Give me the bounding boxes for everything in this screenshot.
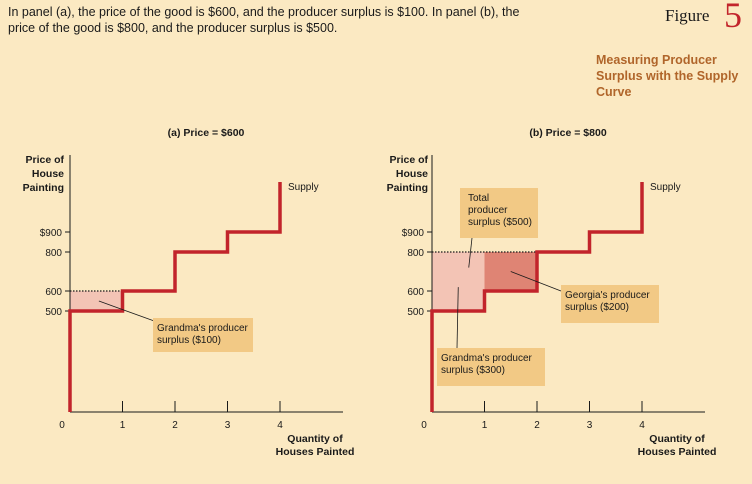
panel-b-supply-curve <box>430 182 644 412</box>
panel-a-y-tick-label: 500 <box>45 307 62 318</box>
panel-b-annotation-text: surplus ($200) <box>565 302 629 313</box>
panel-a-x-axis-label: Houses Painted <box>276 446 355 458</box>
panel-a-surplus-region-0 <box>70 291 123 311</box>
figure-title: Measuring Producer Surplus with the Supp… <box>596 53 739 99</box>
panel-b-annotation-text: Georgia's producer <box>565 290 650 301</box>
panel-b-x-tick-label: 4 <box>639 420 645 431</box>
panel-b-y-tick-label: 800 <box>407 248 424 259</box>
panel-b-title: (b) Price = $800 <box>529 127 606 139</box>
panel-b-annotation-text: producer <box>468 205 508 216</box>
panel-b-x-tick-label: 1 <box>482 420 488 431</box>
panel-a-y-tick-label: 800 <box>45 248 62 259</box>
panel-a-x-tick-label: 3 <box>225 420 231 431</box>
panel-a-annotation-leader-0 <box>98 300 158 323</box>
panel-a-y-axis-label: Painting <box>23 182 64 194</box>
panel-a-x-axis-label: Quantity of <box>287 433 343 445</box>
panel-a-y-axis-label: Price of <box>25 154 64 166</box>
panel-b-annotation-box-0 <box>460 188 538 238</box>
panel-b-y-axis-label: Painting <box>387 182 428 194</box>
panel-b-y-axis-label: House <box>396 168 428 180</box>
panel-a-title: (a) Price = $600 <box>168 127 245 139</box>
panel-a-supply-label: Supply <box>288 182 319 193</box>
panel-b-annotation-text: surplus ($500) <box>468 217 532 228</box>
panel-a-annotation-text: surplus ($100) <box>157 335 221 346</box>
panel-b-annotation-text: Grandma's producer <box>441 353 533 364</box>
panel-b-annotation-leader-1 <box>510 271 562 292</box>
panel-a-x-tick-label: 2 <box>172 420 178 431</box>
panel-b-supply-label: Supply <box>650 182 681 193</box>
panel-a-x-tick-label: 0 <box>59 420 65 431</box>
figure-caption: In panel (a), the price of the good is $… <box>8 5 520 35</box>
panel-a-x-tick-label: 4 <box>277 420 283 431</box>
panel-a-y-tick-label: 600 <box>45 287 62 298</box>
panel-b-y-tick-label: 500 <box>407 307 424 318</box>
panel-b-y-tick-label: 600 <box>407 287 424 298</box>
panel-a-annotation-box-0 <box>153 318 253 352</box>
figure-label: Figure <box>665 6 710 25</box>
panel-b-annotation-leader-2 <box>456 287 459 349</box>
panel-b-y-tick-label: $900 <box>402 228 425 239</box>
panel-b-annotation-box-1 <box>561 285 659 323</box>
panel-a-y-tick-label: $900 <box>40 228 63 239</box>
panel-b-y-axis-label: Price of <box>389 154 428 166</box>
panel-b-annotation-box-2 <box>437 348 545 386</box>
panel-a-annotation-text: Grandma's producer <box>157 323 249 334</box>
panel-b-x-tick-label: 0 <box>421 420 427 431</box>
panel-a-supply-curve <box>68 182 282 412</box>
panel-b-x-axis-label: Quantity of <box>649 433 705 445</box>
panel-a-y-axis-label: House <box>32 168 64 180</box>
figure-number: 5 <box>724 0 742 35</box>
panel-b-annotation-leader-0 <box>468 237 473 268</box>
panel-a-x-tick-label: 1 <box>120 420 126 431</box>
panel-b-x-axis-label: Houses Painted <box>638 446 717 458</box>
panel-b-annotation-text: surplus ($300) <box>441 365 505 376</box>
panel-b-x-tick-label: 2 <box>534 420 540 431</box>
panel-b-x-tick-label: 3 <box>587 420 593 431</box>
panel-b-annotation-text: Total <box>468 193 489 204</box>
